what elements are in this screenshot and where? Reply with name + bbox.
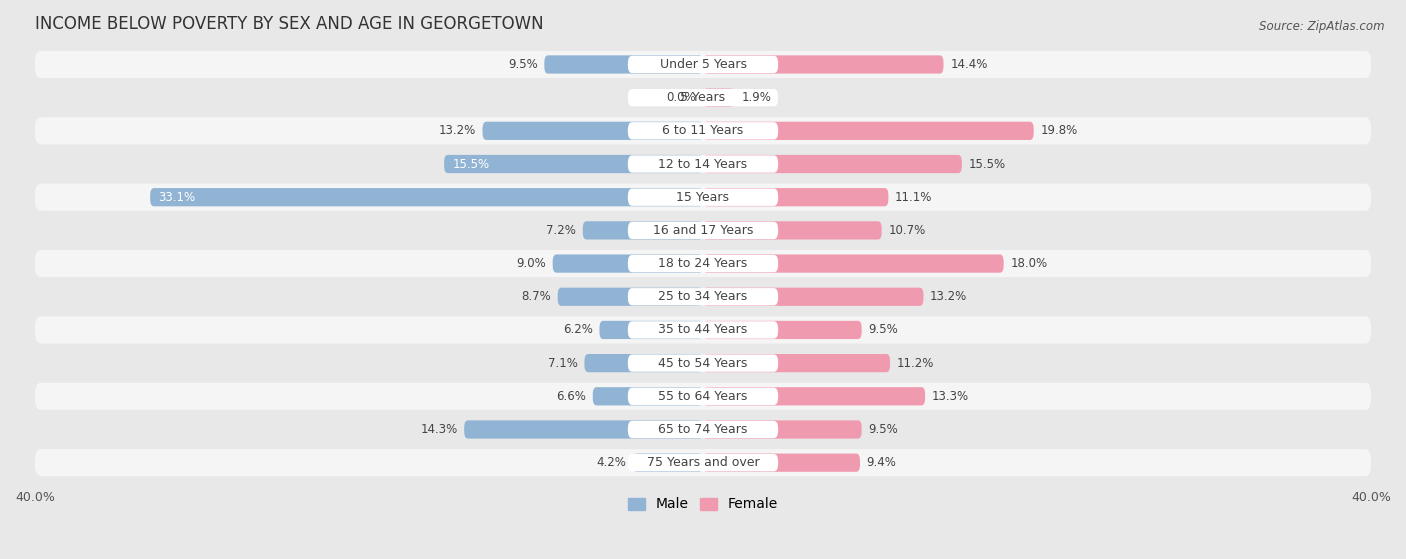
FancyBboxPatch shape — [628, 387, 778, 405]
FancyBboxPatch shape — [628, 321, 778, 339]
Text: 4.2%: 4.2% — [596, 456, 626, 469]
Text: 45 to 54 Years: 45 to 54 Years — [658, 357, 748, 369]
Text: 35 to 44 Years: 35 to 44 Years — [658, 324, 748, 337]
FancyBboxPatch shape — [703, 122, 1033, 140]
FancyBboxPatch shape — [703, 453, 860, 472]
FancyBboxPatch shape — [35, 117, 1371, 144]
FancyBboxPatch shape — [628, 255, 778, 272]
FancyBboxPatch shape — [628, 454, 778, 471]
FancyBboxPatch shape — [150, 188, 703, 206]
FancyBboxPatch shape — [585, 354, 703, 372]
Text: 6 to 11 Years: 6 to 11 Years — [662, 124, 744, 138]
FancyBboxPatch shape — [599, 321, 703, 339]
FancyBboxPatch shape — [482, 122, 703, 140]
FancyBboxPatch shape — [628, 421, 778, 438]
Text: 1.9%: 1.9% — [741, 91, 772, 104]
FancyBboxPatch shape — [35, 217, 1371, 244]
Text: 8.7%: 8.7% — [522, 290, 551, 304]
FancyBboxPatch shape — [35, 51, 1371, 78]
FancyBboxPatch shape — [703, 321, 862, 339]
FancyBboxPatch shape — [544, 55, 703, 74]
Text: 15.5%: 15.5% — [453, 158, 489, 170]
Text: Under 5 Years: Under 5 Years — [659, 58, 747, 71]
Text: 5 Years: 5 Years — [681, 91, 725, 104]
Text: 11.2%: 11.2% — [897, 357, 934, 369]
FancyBboxPatch shape — [703, 420, 862, 439]
Text: Source: ZipAtlas.com: Source: ZipAtlas.com — [1260, 20, 1385, 32]
FancyBboxPatch shape — [35, 416, 1371, 443]
FancyBboxPatch shape — [703, 221, 882, 239]
Text: 18.0%: 18.0% — [1011, 257, 1047, 270]
Text: 6.6%: 6.6% — [557, 390, 586, 403]
Text: 16 and 17 Years: 16 and 17 Years — [652, 224, 754, 237]
Text: 14.4%: 14.4% — [950, 58, 987, 71]
FancyBboxPatch shape — [628, 288, 778, 305]
Text: 13.3%: 13.3% — [932, 390, 969, 403]
FancyBboxPatch shape — [703, 288, 924, 306]
Text: 15.5%: 15.5% — [969, 158, 1005, 170]
FancyBboxPatch shape — [35, 283, 1371, 310]
Text: 25 to 34 Years: 25 to 34 Years — [658, 290, 748, 304]
FancyBboxPatch shape — [703, 155, 962, 173]
Text: 7.1%: 7.1% — [548, 357, 578, 369]
FancyBboxPatch shape — [703, 88, 735, 107]
FancyBboxPatch shape — [35, 383, 1371, 410]
FancyBboxPatch shape — [628, 188, 778, 206]
FancyBboxPatch shape — [444, 155, 703, 173]
Text: 12 to 14 Years: 12 to 14 Years — [658, 158, 748, 170]
FancyBboxPatch shape — [582, 221, 703, 239]
Text: 7.2%: 7.2% — [546, 224, 576, 237]
Text: 55 to 64 Years: 55 to 64 Years — [658, 390, 748, 403]
FancyBboxPatch shape — [628, 155, 778, 173]
FancyBboxPatch shape — [628, 222, 778, 239]
FancyBboxPatch shape — [35, 349, 1371, 377]
FancyBboxPatch shape — [35, 316, 1371, 344]
Text: 9.5%: 9.5% — [869, 423, 898, 436]
FancyBboxPatch shape — [703, 387, 925, 405]
FancyBboxPatch shape — [628, 122, 778, 140]
FancyBboxPatch shape — [703, 55, 943, 74]
Text: 0.0%: 0.0% — [666, 91, 696, 104]
Text: INCOME BELOW POVERTY BY SEX AND AGE IN GEORGETOWN: INCOME BELOW POVERTY BY SEX AND AGE IN G… — [35, 15, 544, 33]
FancyBboxPatch shape — [703, 254, 1004, 273]
Text: 11.1%: 11.1% — [896, 191, 932, 203]
Text: 9.0%: 9.0% — [516, 257, 546, 270]
Text: 6.2%: 6.2% — [562, 324, 593, 337]
FancyBboxPatch shape — [628, 354, 778, 372]
FancyBboxPatch shape — [35, 449, 1371, 476]
Text: 9.4%: 9.4% — [866, 456, 897, 469]
Text: 14.3%: 14.3% — [420, 423, 457, 436]
Text: 65 to 74 Years: 65 to 74 Years — [658, 423, 748, 436]
FancyBboxPatch shape — [633, 453, 703, 472]
FancyBboxPatch shape — [35, 84, 1371, 111]
Text: 13.2%: 13.2% — [439, 124, 475, 138]
FancyBboxPatch shape — [628, 56, 778, 73]
Text: 33.1%: 33.1% — [159, 191, 195, 203]
Text: 15 Years: 15 Years — [676, 191, 730, 203]
FancyBboxPatch shape — [703, 188, 889, 206]
Text: 18 to 24 Years: 18 to 24 Years — [658, 257, 748, 270]
FancyBboxPatch shape — [35, 250, 1371, 277]
FancyBboxPatch shape — [464, 420, 703, 439]
FancyBboxPatch shape — [703, 354, 890, 372]
FancyBboxPatch shape — [35, 150, 1371, 178]
FancyBboxPatch shape — [558, 288, 703, 306]
Text: 9.5%: 9.5% — [508, 58, 537, 71]
FancyBboxPatch shape — [593, 387, 703, 405]
Text: 19.8%: 19.8% — [1040, 124, 1077, 138]
Text: 9.5%: 9.5% — [869, 324, 898, 337]
FancyBboxPatch shape — [628, 89, 778, 106]
Legend: Male, Female: Male, Female — [623, 492, 783, 517]
FancyBboxPatch shape — [35, 183, 1371, 211]
Text: 10.7%: 10.7% — [889, 224, 925, 237]
FancyBboxPatch shape — [553, 254, 703, 273]
Text: 75 Years and over: 75 Years and over — [647, 456, 759, 469]
Text: 13.2%: 13.2% — [931, 290, 967, 304]
